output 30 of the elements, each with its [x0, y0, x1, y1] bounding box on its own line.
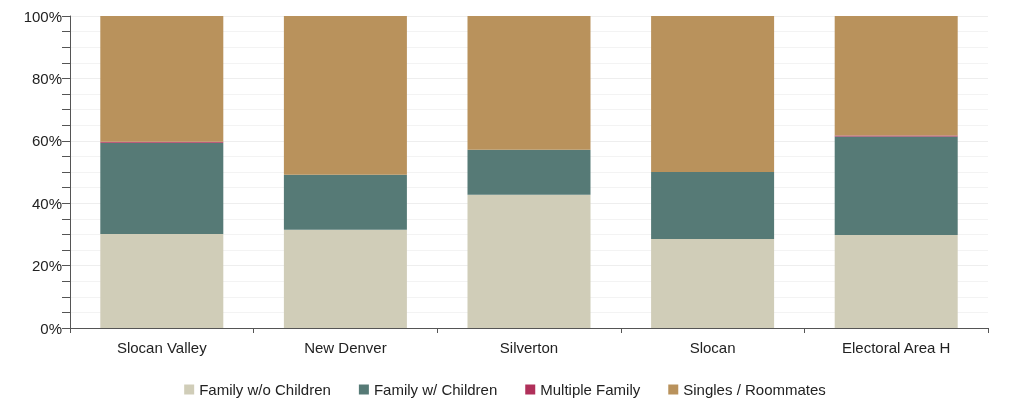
- legend-label: Multiple Family: [540, 381, 641, 398]
- bar: [834, 16, 958, 136]
- bar: [467, 194, 591, 328]
- bar: [283, 16, 407, 175]
- bar: [834, 136, 958, 236]
- bar: [100, 234, 224, 328]
- x-tick-label: New Denver: [304, 339, 387, 356]
- y-tick-label: 40%: [31, 194, 62, 212]
- bar: [834, 235, 958, 328]
- bar: [651, 16, 775, 172]
- legend-label: Family w/ Children: [373, 381, 498, 398]
- bar: [283, 229, 407, 328]
- bar: [467, 149, 591, 195]
- y-tick-label: 20%: [31, 257, 62, 275]
- bar: [100, 142, 224, 235]
- x-tick-label: Electoral Area H: [842, 339, 951, 356]
- bar: [283, 174, 407, 230]
- y-tick-label: 80%: [31, 69, 62, 87]
- x-tick-label: Silverton: [499, 339, 559, 356]
- bar: [651, 239, 775, 328]
- y-tick-label: 100%: [23, 7, 62, 25]
- y-tick-label: 60%: [31, 132, 62, 150]
- bar: [651, 172, 775, 240]
- x-tick-label: Slocan Valley: [116, 339, 208, 356]
- bar: [467, 16, 591, 150]
- legend-label: Singles / Roommates: [683, 381, 826, 398]
- x-tick-label: Slocan: [689, 339, 736, 356]
- legend-label: Family w/o Children: [199, 381, 331, 398]
- bar: [100, 16, 224, 142]
- y-tick-label: 0%: [40, 319, 62, 337]
